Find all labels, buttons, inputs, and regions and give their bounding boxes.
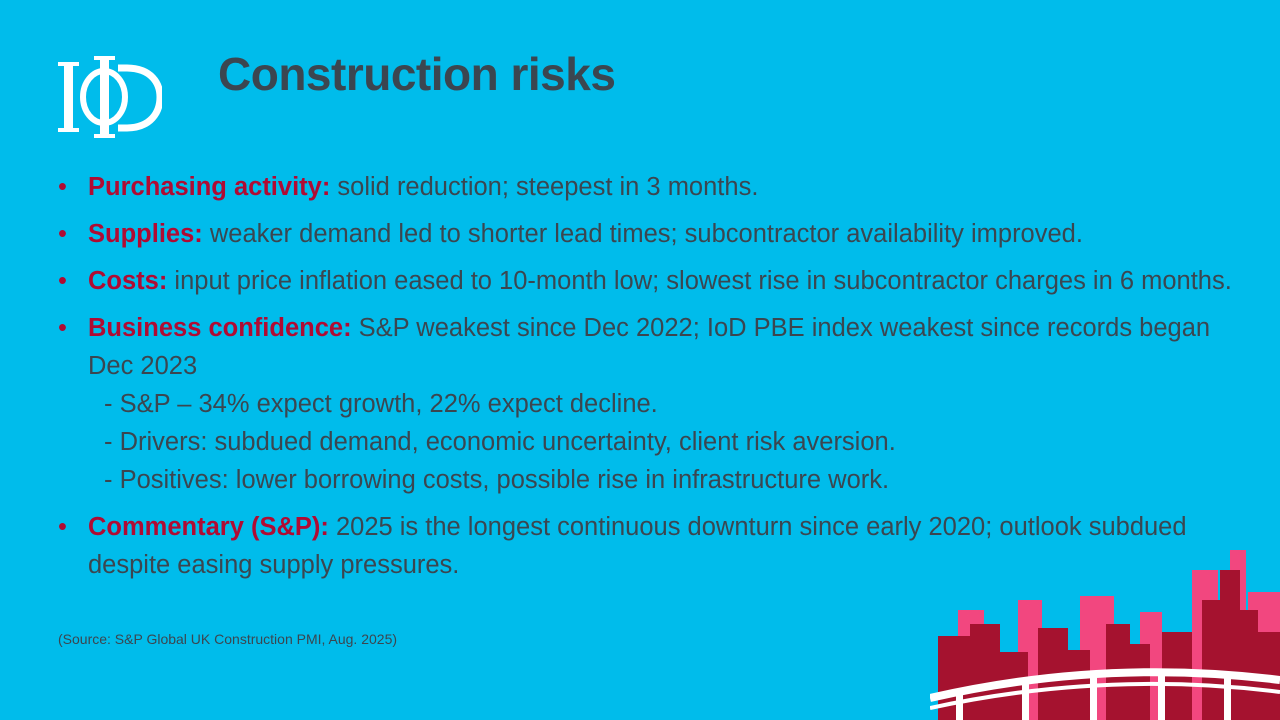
bullet-text: weaker demand led to shorter lead times;… — [202, 220, 1083, 248]
bullet-costs: Costs: input price inflation eased to 10… — [58, 262, 1248, 300]
bullet-commentary: Commentary (S&P): 2025 is the longest co… — [58, 508, 1248, 584]
bullet-label: Commentary (S&P): — [88, 513, 329, 541]
page-title: Construction risks — [218, 48, 616, 100]
bullet-text: solid reduction; steepest in 3 months. — [330, 173, 759, 201]
bullet-supplies: Supplies: weaker demand led to shorter l… — [58, 215, 1248, 253]
bullet-label: Business confidence: — [88, 314, 352, 342]
source-note: (Source: S&P Global UK Construction PMI,… — [58, 631, 398, 647]
sub-item-positives: - Positives: lower borrowing costs, poss… — [104, 466, 890, 494]
bullet-label: Supplies: — [88, 220, 203, 248]
bullet-label: Costs: — [88, 267, 168, 295]
bullet-text: S&P weakest since Dec 2022; IoD PBE inde… — [88, 314, 1211, 380]
iod-logo — [58, 56, 162, 138]
city-skyline-illustration — [930, 550, 1280, 720]
bullet-list: Purchasing activity: solid reduction; st… — [58, 168, 1248, 593]
bullet-text: 2025 is the longest continuous downturn … — [88, 513, 1187, 579]
sub-item-sp-expectations: - S&P – 34% expect growth, 22% expect de… — [104, 390, 658, 418]
bullet-label: Purchasing activity: — [88, 173, 331, 201]
bullet-text: input price inflation eased to 10-month … — [167, 267, 1232, 295]
bullet-purchasing-activity: Purchasing activity: solid reduction; st… — [58, 168, 1248, 206]
sub-item-drivers: - Drivers: subdued demand, economic unce… — [104, 428, 896, 456]
bullet-business-confidence: Business confidence: S&P weakest since D… — [58, 309, 1248, 499]
sub-list: - S&P – 34% expect growth, 22% expect de… — [88, 385, 1248, 499]
